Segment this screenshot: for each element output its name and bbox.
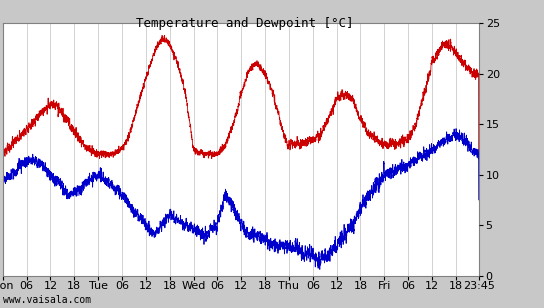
Text: www.vaisala.com: www.vaisala.com xyxy=(3,295,91,305)
Text: Temperature and Dewpoint [°C]: Temperature and Dewpoint [°C] xyxy=(136,17,354,30)
